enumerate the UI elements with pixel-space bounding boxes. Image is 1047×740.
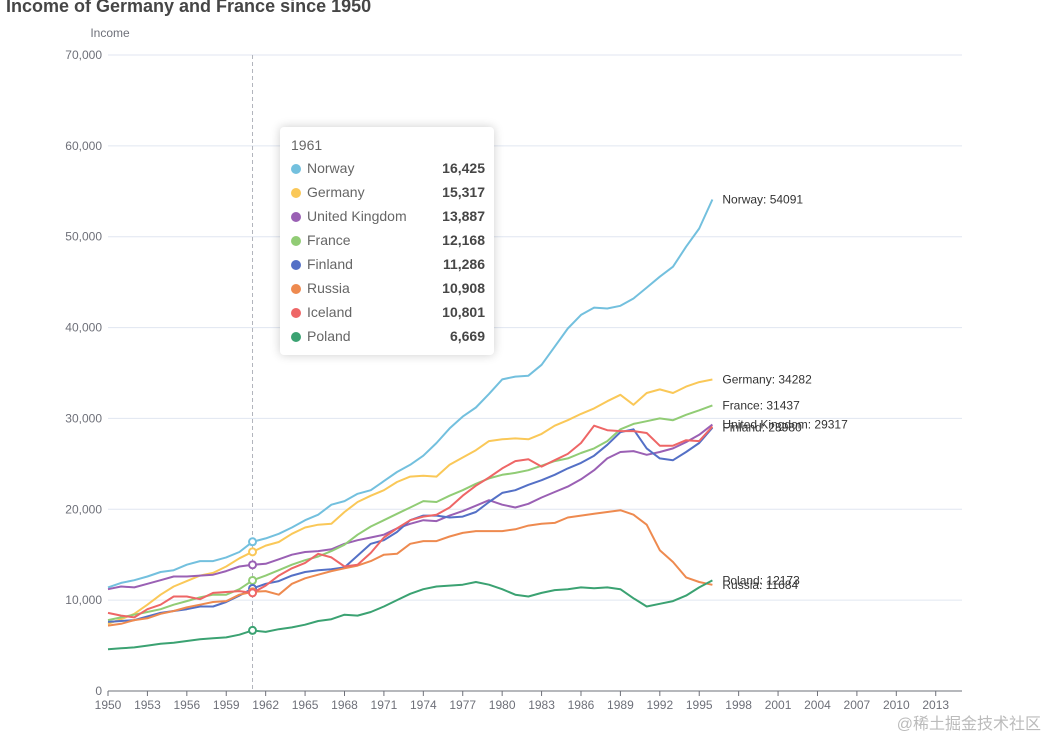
x-tick-label: 2007 xyxy=(844,698,871,712)
end-label-poland: Poland: 12173 xyxy=(722,573,800,587)
highlight-point-france[interactable] xyxy=(248,575,258,585)
series-line-iceland[interactable] xyxy=(107,424,714,619)
x-tick-label: 1983 xyxy=(528,698,555,712)
y-tick-label: 40,000 xyxy=(65,321,102,335)
x-tick-label: 2013 xyxy=(922,698,949,712)
series-line-germany[interactable] xyxy=(107,378,713,625)
tooltip-row: France 12,168 xyxy=(291,230,485,254)
end-label-finland: Finland: 28980 xyxy=(722,421,802,435)
tooltip-row: Russia 10,908 xyxy=(291,278,485,302)
tooltip-series-name: United Kingdom xyxy=(307,208,407,224)
highlight-point-germany[interactable] xyxy=(248,547,258,557)
tooltip-series-value: 11,286 xyxy=(442,256,485,272)
y-tick-label: 30,000 xyxy=(65,411,102,425)
x-tick-label: 1968 xyxy=(331,698,358,712)
x-tick-label: 1953 xyxy=(134,698,161,712)
series-line-france[interactable] xyxy=(107,404,713,622)
legend-dot-icon xyxy=(291,188,301,198)
end-label-united-kingdom: United Kingdom: 29317 xyxy=(722,418,848,432)
tooltip-series-name: Germany xyxy=(307,184,365,200)
tooltip-series-name: Iceland xyxy=(307,304,353,320)
series-line-norway[interactable] xyxy=(107,199,714,589)
x-tick-label: 2001 xyxy=(765,698,792,712)
x-tick-label: 1998 xyxy=(725,698,752,712)
highlight-point-united-kingdom[interactable] xyxy=(248,560,258,570)
y-axis-label: Income xyxy=(90,26,130,40)
tooltip-row: Finland 11,286 xyxy=(291,254,485,278)
tooltip-series-name: Finland xyxy=(307,256,353,272)
tooltip-row: Poland 6,669 xyxy=(291,326,485,350)
tooltip-series-value: 12,168 xyxy=(442,232,485,248)
x-tick-label: 1962 xyxy=(252,698,279,712)
y-tick-label: 0 xyxy=(95,684,102,698)
x-tick-label: 2010 xyxy=(883,698,910,712)
tooltip-row: United Kingdom 13,887 xyxy=(291,206,485,230)
y-tick-label: 10,000 xyxy=(65,593,102,607)
legend-dot-icon xyxy=(291,332,301,342)
legend-dot-icon xyxy=(291,236,301,246)
end-label-germany: Germany: 34282 xyxy=(722,373,812,387)
tooltip-series-name: Russia xyxy=(307,280,350,296)
watermark: @稀土掘金技术社区 xyxy=(896,716,1041,733)
tooltip-row: Iceland 10,801 xyxy=(291,302,485,326)
x-tick-label: 1989 xyxy=(607,698,634,712)
tooltip-series-value: 15,317 xyxy=(442,184,485,200)
tooltip-row: Germany 15,317 xyxy=(291,182,485,206)
x-tick-label: 1959 xyxy=(213,698,240,712)
y-tick-label: 70,000 xyxy=(65,48,102,62)
x-tick-label: 2004 xyxy=(804,698,831,712)
legend-dot-icon xyxy=(291,284,301,294)
highlight-point-poland[interactable] xyxy=(248,625,258,635)
tooltip-series-value: 10,801 xyxy=(442,304,485,320)
x-tick-label: 1980 xyxy=(489,698,516,712)
tooltip-series-name: Poland xyxy=(307,328,351,344)
y-tick-label: 20,000 xyxy=(65,502,102,516)
axes: 0 10,000 20,000 30,000 40,000 50,000 60,000 70,… xyxy=(65,48,962,712)
x-tick-label: 1995 xyxy=(686,698,713,712)
tooltip-title: 1961 xyxy=(291,137,323,153)
x-tick-label: 1986 xyxy=(568,698,595,712)
series-line-russia[interactable] xyxy=(107,509,713,627)
tooltip-series-name: Norway xyxy=(307,160,355,176)
end-label-france: France: 31437 xyxy=(722,398,800,412)
x-tick-label: 1971 xyxy=(371,698,398,712)
y-tick-label: 50,000 xyxy=(65,230,102,244)
y-tick-label: 60,000 xyxy=(65,139,102,153)
series-lines[interactable] xyxy=(107,199,714,651)
x-tick-label: 1956 xyxy=(173,698,200,712)
x-tick-label: 1974 xyxy=(410,698,437,712)
end-label-russia: Russia: 11684 xyxy=(722,578,798,592)
chart-title: Income of Germany and France since 1950 xyxy=(6,0,372,16)
highlight-point-norway[interactable] xyxy=(248,537,258,547)
tooltip-series-value: 6,669 xyxy=(449,328,485,344)
end-label-norway: Norway: 54091 xyxy=(722,193,803,207)
legend-dot-icon xyxy=(291,164,301,174)
series-line-united-kingdom[interactable] xyxy=(107,423,714,591)
x-tick-label: 1977 xyxy=(449,698,476,712)
tooltip: 1961 Norway 16,425 Germany 15,317 United Kin… xyxy=(280,127,494,355)
highlight-point-iceland[interactable] xyxy=(248,588,258,598)
tooltip-row: Norway 16,425 xyxy=(291,158,485,182)
legend-dot-icon xyxy=(291,308,301,318)
grid-lines xyxy=(108,54,962,601)
x-tick-label: 1992 xyxy=(646,698,673,712)
x-tick-label: 1950 xyxy=(95,698,122,712)
tooltip-series-value: 13,887 xyxy=(442,208,485,224)
tooltip-series-name: France xyxy=(307,232,351,248)
tooltip-series-value: 10,908 xyxy=(442,280,485,296)
end-labels: Norway: 54091 Germany: 34282 United Kingdo… xyxy=(722,193,848,592)
x-tick-label: 1965 xyxy=(292,698,319,712)
legend-dot-icon xyxy=(291,260,301,270)
tooltip-series-value: 16,425 xyxy=(442,160,485,176)
legend-dot-icon xyxy=(291,212,301,222)
series-line-poland[interactable] xyxy=(107,579,713,651)
